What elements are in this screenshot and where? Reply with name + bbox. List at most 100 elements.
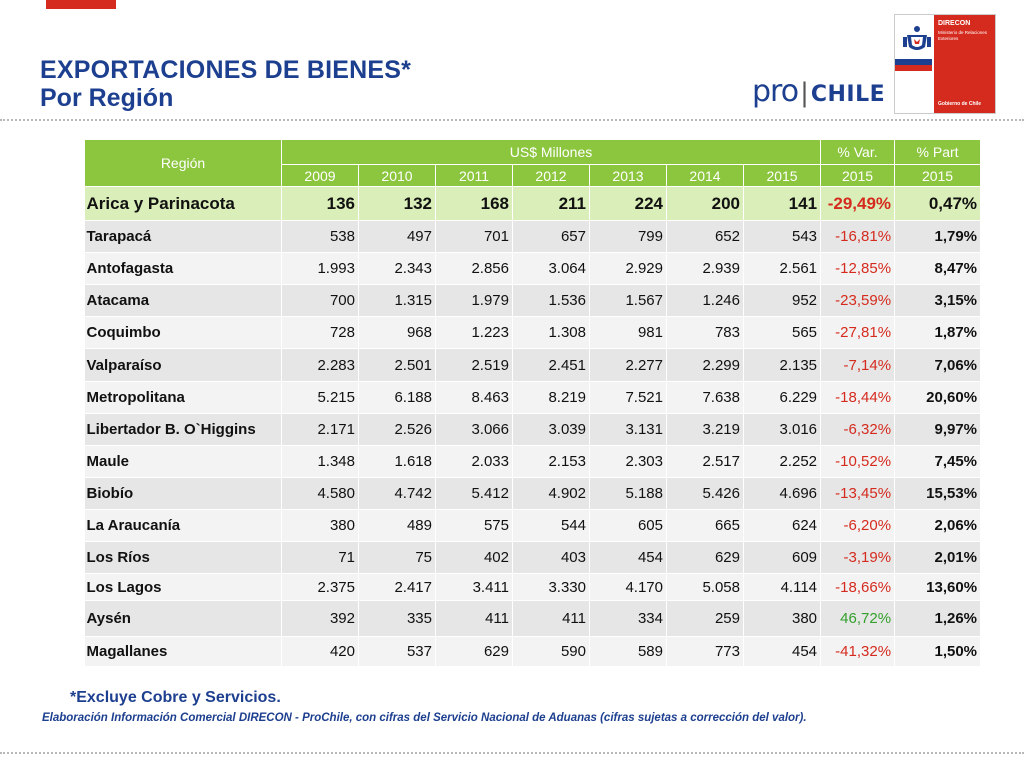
table-body: Arica y Parinacota 136 132 168 211 224 200 141-… bbox=[84, 186, 982, 667]
table-row: La Araucanía 380 489 575 544 605 665 624 -6,20% 2… bbox=[84, 509, 982, 542]
table-row: Libertador B. O`Higgins 2.171 2.526 3.066 3.… bbox=[84, 413, 982, 446]
region-name: Aysén bbox=[84, 600, 282, 637]
region-name: Maule bbox=[84, 445, 282, 478]
part-cell: 7,06% bbox=[894, 348, 982, 382]
value-cell: 141 bbox=[743, 186, 822, 221]
value-cell: 71 bbox=[281, 541, 359, 574]
value-cell: 2.299 bbox=[666, 348, 744, 382]
value-cell: 2.153 bbox=[512, 445, 590, 478]
value-cell: 624 bbox=[743, 509, 822, 542]
value-cell: 2.135 bbox=[743, 348, 822, 382]
value-cell: 1.348 bbox=[281, 445, 359, 478]
var-cell: 46,72% bbox=[820, 600, 896, 637]
value-cell: 1.979 bbox=[435, 284, 513, 317]
value-cell: 2.283 bbox=[281, 348, 359, 382]
header-year: 2010 bbox=[358, 164, 436, 187]
value-cell: 575 bbox=[435, 509, 513, 542]
value-cell: 3.064 bbox=[512, 252, 590, 285]
var-cell: -16,81% bbox=[820, 220, 896, 253]
part-cell: 1,50% bbox=[894, 636, 982, 667]
part-cell: 8,47% bbox=[894, 252, 982, 285]
value-cell: 454 bbox=[589, 541, 667, 574]
value-cell: 589 bbox=[589, 636, 667, 667]
logo-blue-stripe bbox=[895, 59, 932, 65]
value-cell: 2.929 bbox=[589, 252, 667, 285]
table-row: Coquimbo 728 968 1.223 1.308 981 783 565 -27,81%… bbox=[84, 316, 982, 349]
ministerio-label: Ministerio de Relaciones Exteriores bbox=[938, 30, 988, 41]
table-row: Los Lagos 2.375 2.417 3.411 3.330 4.170 5.058 4… bbox=[84, 573, 982, 601]
var-cell: -6,32% bbox=[820, 413, 896, 446]
header-divider bbox=[0, 119, 1024, 121]
value-cell: 2.171 bbox=[281, 413, 359, 446]
header-years-row: 2009 2010 2011 2012 2013 2014 2015 2015 2015 bbox=[85, 164, 982, 187]
value-cell: 75 bbox=[358, 541, 436, 574]
value-cell: 1.315 bbox=[358, 284, 436, 317]
value-cell: 334 bbox=[589, 600, 667, 637]
value-cell: 1.618 bbox=[358, 445, 436, 478]
header-var-line1: % Var. bbox=[837, 144, 878, 160]
value-cell: 728 bbox=[281, 316, 359, 349]
value-cell: 8.463 bbox=[435, 381, 513, 414]
region-name: Los Lagos bbox=[84, 573, 282, 601]
value-cell: 7.521 bbox=[589, 381, 667, 414]
value-cell: 629 bbox=[435, 636, 513, 667]
value-cell: 3.330 bbox=[512, 573, 590, 601]
part-cell: 1,26% bbox=[894, 600, 982, 637]
part-cell: 2,06% bbox=[894, 509, 982, 542]
value-cell: 402 bbox=[435, 541, 513, 574]
table-row: Atacama 700 1.315 1.979 1.536 1.567 1.246 952 -2… bbox=[84, 284, 982, 317]
table-row: Maule 1.348 1.618 2.033 2.153 2.303 2.517 2.252… bbox=[84, 445, 982, 478]
page-title: EXPORTACIONES DE BIENES* bbox=[40, 56, 412, 84]
header-var: % Var. bbox=[820, 139, 896, 165]
value-cell: 259 bbox=[666, 600, 744, 637]
part-cell: 0,47% bbox=[894, 186, 982, 221]
region-name: Arica y Parinacota bbox=[84, 186, 282, 221]
var-cell: -27,81% bbox=[820, 316, 896, 349]
region-name: Libertador B. O`Higgins bbox=[84, 413, 282, 446]
value-cell: 420 bbox=[281, 636, 359, 667]
var-cell: -41,32% bbox=[820, 636, 896, 667]
value-cell: 4.114 bbox=[743, 573, 822, 601]
value-cell: 544 bbox=[512, 509, 590, 542]
value-cell: 700 bbox=[281, 284, 359, 317]
region-name: Metropolitana bbox=[84, 381, 282, 414]
value-cell: 701 bbox=[435, 220, 513, 253]
var-cell: -10,52% bbox=[820, 445, 896, 478]
header-year: 2009 bbox=[281, 164, 359, 187]
value-cell: 629 bbox=[666, 541, 744, 574]
value-cell: 132 bbox=[358, 186, 436, 221]
gobierno-label: Gobierno de Chile bbox=[938, 101, 982, 107]
value-cell: 538 bbox=[281, 220, 359, 253]
value-cell: 5.188 bbox=[589, 477, 667, 510]
table-row: Valparaíso 2.283 2.501 2.519 2.451 2.277 2.299… bbox=[84, 348, 982, 382]
value-cell: 1.308 bbox=[512, 316, 590, 349]
value-cell: 1.536 bbox=[512, 284, 590, 317]
logo-red-stripe bbox=[895, 65, 932, 71]
value-cell: 2.939 bbox=[666, 252, 744, 285]
top-bar-red bbox=[46, 0, 116, 9]
value-cell: 2.252 bbox=[743, 445, 822, 478]
part-cell: 15,53% bbox=[894, 477, 982, 510]
logo-red-panel bbox=[934, 15, 995, 113]
value-cell: 2.417 bbox=[358, 573, 436, 601]
value-cell: 3.039 bbox=[512, 413, 590, 446]
value-cell: 4.170 bbox=[589, 573, 667, 601]
part-cell: 20,60% bbox=[894, 381, 982, 414]
prochile-logo: pro|CHILE bbox=[752, 74, 885, 109]
value-cell: 211 bbox=[512, 186, 590, 221]
region-name: Atacama bbox=[84, 284, 282, 317]
table-row: Magallanes 420 537 629 590 589 773 454 -41,32% 1,… bbox=[84, 636, 982, 667]
value-cell: 403 bbox=[512, 541, 590, 574]
value-cell: 2.519 bbox=[435, 348, 513, 382]
value-cell: 489 bbox=[358, 509, 436, 542]
value-cell: 2.856 bbox=[435, 252, 513, 285]
value-cell: 8.219 bbox=[512, 381, 590, 414]
table-row: Metropolitana 5.215 6.188 8.463 8.219 7.521 7.… bbox=[84, 381, 982, 414]
value-cell: 3.411 bbox=[435, 573, 513, 601]
header-usd-millones: US$ Millones bbox=[280, 139, 822, 165]
var-cell: -29,49% bbox=[820, 186, 896, 221]
part-cell: 2,01% bbox=[894, 541, 982, 574]
region-name: Biobío bbox=[84, 477, 282, 510]
direcon-label: DIRECON bbox=[938, 20, 971, 27]
var-cell: -23,59% bbox=[820, 284, 896, 317]
